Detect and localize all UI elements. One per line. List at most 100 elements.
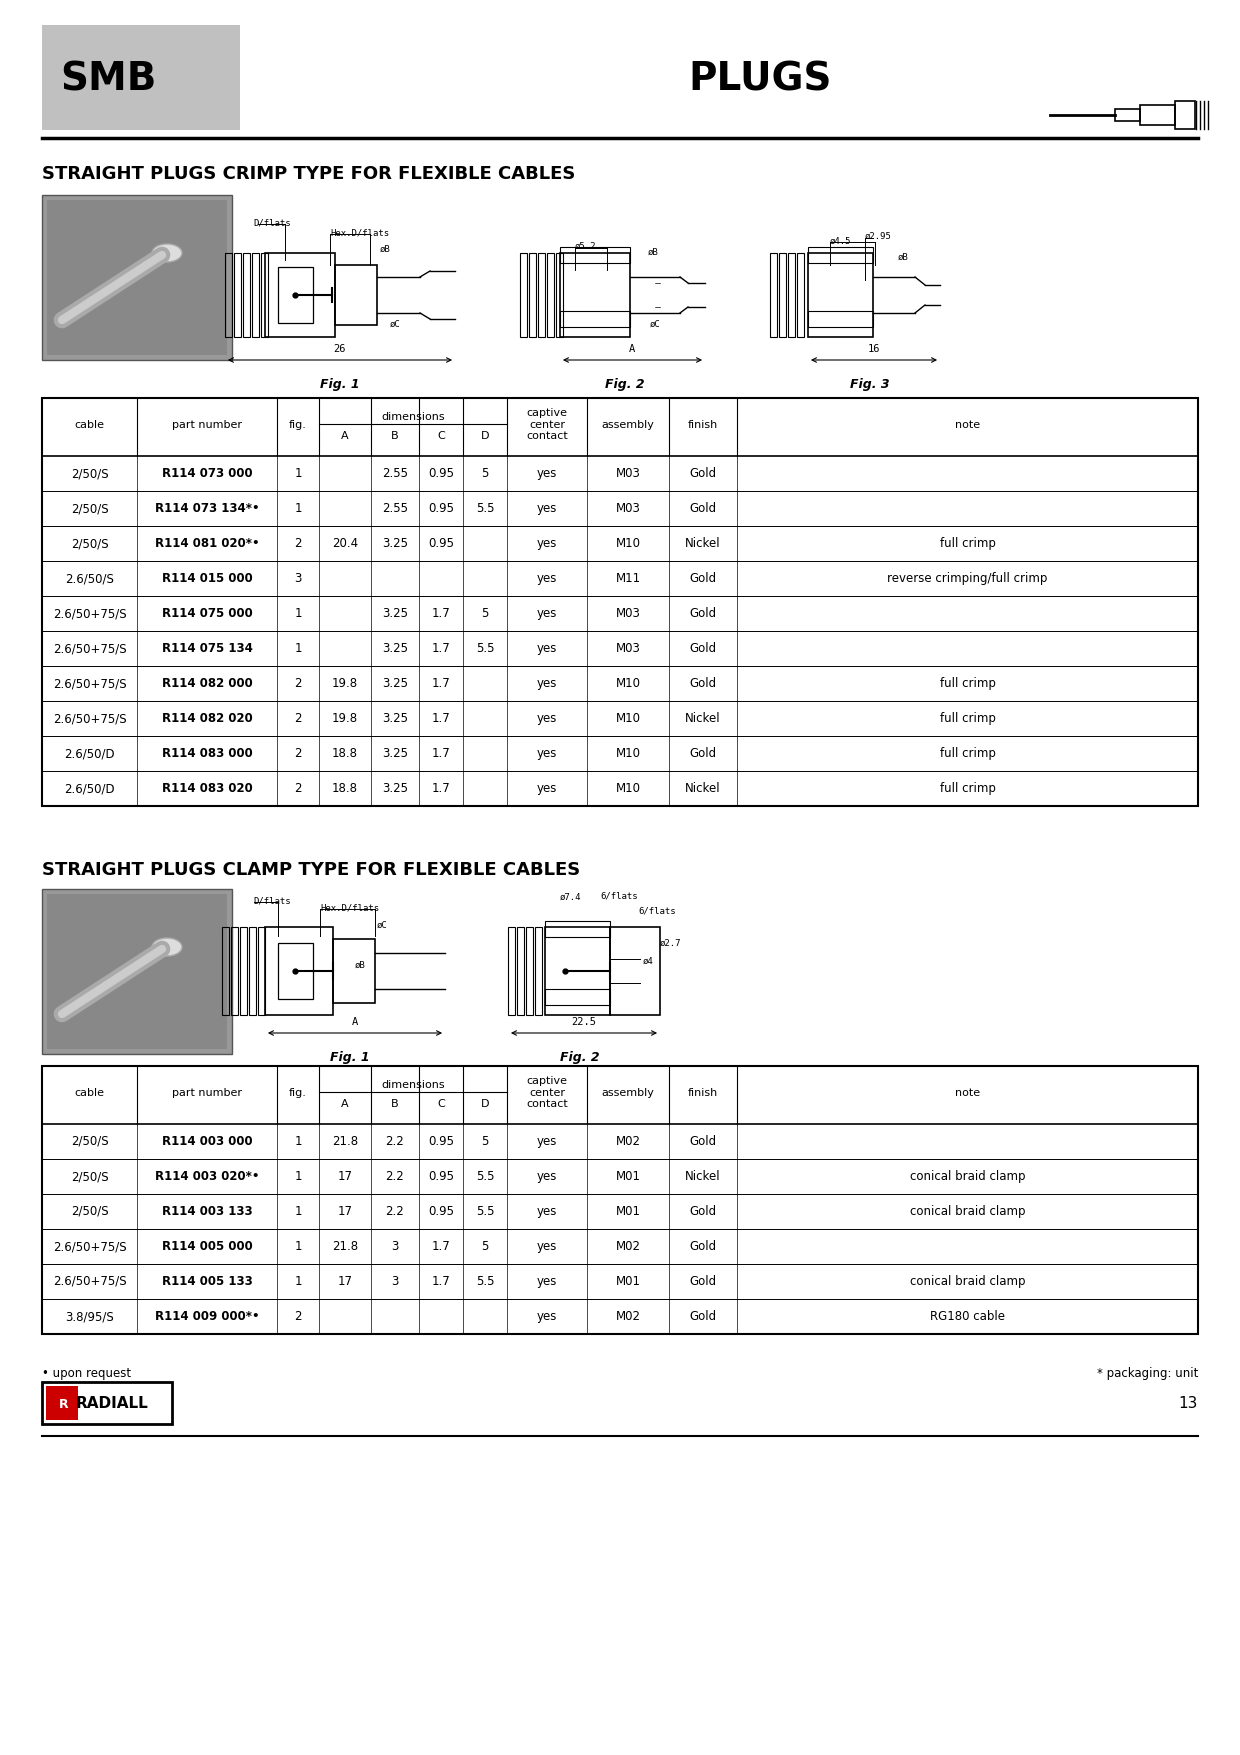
Text: Gold: Gold xyxy=(689,502,717,514)
Text: 2.6/50+75/S: 2.6/50+75/S xyxy=(52,677,126,690)
Text: 0.95: 0.95 xyxy=(428,1135,454,1148)
Bar xyxy=(42,25,241,130)
Text: Gold: Gold xyxy=(689,1135,717,1148)
Text: Fig. 1: Fig. 1 xyxy=(320,377,360,391)
Text: assembly: assembly xyxy=(601,1088,655,1099)
Text: 1: 1 xyxy=(294,502,301,514)
Text: 2.6/50/D: 2.6/50/D xyxy=(64,748,115,760)
Bar xyxy=(224,253,232,337)
Text: 1: 1 xyxy=(294,1206,301,1218)
Text: Gold: Gold xyxy=(689,1274,717,1288)
Text: R114 083 000: R114 083 000 xyxy=(161,748,253,760)
Text: R114 003 000: R114 003 000 xyxy=(161,1135,252,1148)
Text: 3.25: 3.25 xyxy=(382,713,408,725)
Text: 2.6/50/S: 2.6/50/S xyxy=(64,572,114,584)
Text: M10: M10 xyxy=(615,677,641,690)
Text: M10: M10 xyxy=(615,783,641,795)
Text: Gold: Gold xyxy=(689,677,717,690)
Text: yes: yes xyxy=(537,1171,557,1183)
Text: 22.5: 22.5 xyxy=(572,1016,596,1027)
Text: 19.8: 19.8 xyxy=(332,713,358,725)
Text: M01: M01 xyxy=(615,1206,641,1218)
Bar xyxy=(42,195,232,360)
Text: 2.55: 2.55 xyxy=(382,467,408,481)
Text: B: B xyxy=(391,432,399,441)
Text: R114 005 133: R114 005 133 xyxy=(161,1274,253,1288)
Text: 6/flats: 6/flats xyxy=(639,906,676,914)
Text: yes: yes xyxy=(537,502,557,514)
Text: D/flats: D/flats xyxy=(253,897,290,906)
Text: 3: 3 xyxy=(392,1274,399,1288)
Text: R114 073 134*•: R114 073 134*• xyxy=(155,502,259,514)
Text: A: A xyxy=(341,1099,348,1109)
Text: RADIALL: RADIALL xyxy=(76,1397,149,1411)
Text: 2: 2 xyxy=(294,1309,301,1323)
Text: B: B xyxy=(391,1099,399,1109)
Bar xyxy=(234,253,241,337)
Bar xyxy=(42,1381,172,1423)
Text: 1: 1 xyxy=(294,1135,301,1148)
Text: 20.4: 20.4 xyxy=(332,537,358,549)
Text: 3.25: 3.25 xyxy=(382,677,408,690)
Text: 3.8/95/S: 3.8/95/S xyxy=(66,1309,114,1323)
Text: yes: yes xyxy=(537,1206,557,1218)
Bar xyxy=(529,253,536,337)
Bar xyxy=(249,927,255,1014)
Text: Fig. 3: Fig. 3 xyxy=(851,377,890,391)
Text: 1.7: 1.7 xyxy=(432,1241,450,1253)
Text: Gold: Gold xyxy=(689,607,717,620)
Text: C: C xyxy=(438,432,445,441)
Text: A: A xyxy=(629,344,635,355)
Text: 2/50/S: 2/50/S xyxy=(71,502,108,514)
Text: PLUGS: PLUGS xyxy=(688,60,832,98)
Text: full crimp: full crimp xyxy=(940,748,996,760)
Text: Nickel: Nickel xyxy=(686,783,720,795)
Text: øC: øC xyxy=(391,319,401,328)
Text: fig.: fig. xyxy=(289,419,308,430)
Text: 5: 5 xyxy=(481,467,489,481)
Text: 3.25: 3.25 xyxy=(382,607,408,620)
Text: C: C xyxy=(438,1099,445,1109)
Text: 17: 17 xyxy=(337,1274,352,1288)
Bar xyxy=(252,253,259,337)
Text: R114 009 000*•: R114 009 000*• xyxy=(155,1309,259,1323)
Text: 0.95: 0.95 xyxy=(428,1206,454,1218)
Text: 2: 2 xyxy=(294,783,301,795)
Text: A: A xyxy=(341,432,348,441)
Text: Gold: Gold xyxy=(689,642,717,655)
Text: full crimp: full crimp xyxy=(940,677,996,690)
Text: 5: 5 xyxy=(481,1241,489,1253)
Text: 17: 17 xyxy=(337,1206,352,1218)
Text: captive
center
contact: captive center contact xyxy=(526,407,568,441)
Text: Nickel: Nickel xyxy=(686,537,720,549)
Text: Hex.D/flats: Hex.D/flats xyxy=(330,228,389,237)
Text: 1: 1 xyxy=(294,1171,301,1183)
Text: yes: yes xyxy=(537,1135,557,1148)
Text: 5.5: 5.5 xyxy=(476,642,495,655)
Text: 0.95: 0.95 xyxy=(428,467,454,481)
Bar xyxy=(260,253,268,337)
Text: 5.5: 5.5 xyxy=(476,502,495,514)
Bar xyxy=(546,990,610,1006)
Text: 26: 26 xyxy=(334,344,346,355)
Text: R114 015 000: R114 015 000 xyxy=(161,572,253,584)
Text: 1: 1 xyxy=(294,1241,301,1253)
Text: 6/flats: 6/flats xyxy=(600,892,637,900)
Text: STRAIGHT PLUGS CRIMP TYPE FOR FLEXIBLE CABLES: STRAIGHT PLUGS CRIMP TYPE FOR FLEXIBLE C… xyxy=(42,165,575,183)
Text: 5: 5 xyxy=(481,1135,489,1148)
Text: 1.7: 1.7 xyxy=(432,1274,450,1288)
Bar xyxy=(258,927,265,1014)
Text: 19.8: 19.8 xyxy=(332,677,358,690)
Bar xyxy=(779,253,786,337)
Text: 3: 3 xyxy=(392,1241,399,1253)
Text: yes: yes xyxy=(537,537,557,549)
Text: 2.6/50+75/S: 2.6/50+75/S xyxy=(52,607,126,620)
Text: 0.95: 0.95 xyxy=(428,502,454,514)
Text: ø4.5: ø4.5 xyxy=(830,237,852,246)
Text: 2/50/S: 2/50/S xyxy=(71,1135,108,1148)
Text: finish: finish xyxy=(688,1088,718,1099)
Text: * packaging: unit: * packaging: unit xyxy=(1096,1367,1198,1379)
Bar xyxy=(556,253,563,337)
Text: 1.7: 1.7 xyxy=(432,677,450,690)
Bar xyxy=(1115,109,1140,121)
